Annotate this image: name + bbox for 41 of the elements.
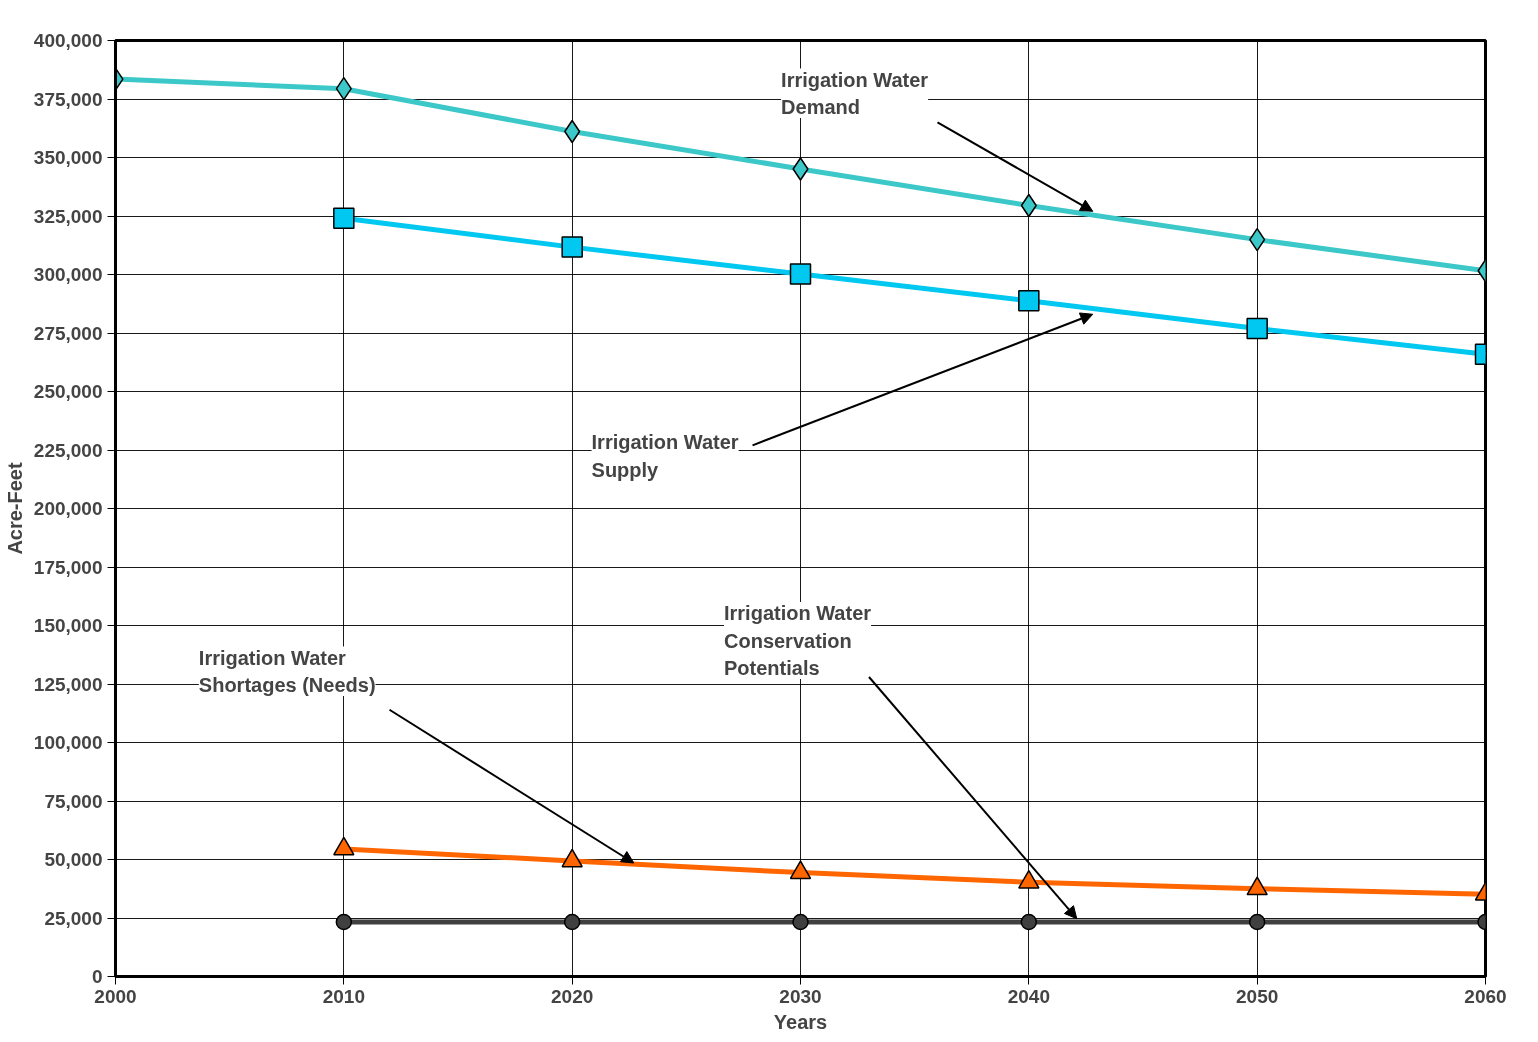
y-tick-label: 175,000 bbox=[33, 556, 103, 578]
x-axis-title: Years bbox=[773, 1010, 828, 1033]
point bbox=[563, 913, 581, 931]
point bbox=[333, 207, 355, 230]
point bbox=[561, 236, 583, 258]
y-tick-label: 0 bbox=[91, 966, 103, 987]
point bbox=[792, 913, 809, 931]
y-tick-label: 50,000 bbox=[44, 849, 103, 870]
y-tick-label: 325,000 bbox=[33, 205, 103, 227]
y-tick-label: 400,000 bbox=[33, 30, 103, 51]
point bbox=[1246, 317, 1268, 340]
y-tick-label: 225,000 bbox=[33, 439, 103, 461]
point bbox=[335, 913, 353, 931]
point bbox=[792, 157, 809, 181]
y-tick-label: 375,000 bbox=[33, 88, 103, 110]
y-tick-label: 275,000 bbox=[33, 322, 103, 344]
point bbox=[1248, 913, 1266, 931]
annotation: Irrigation Water Demand bbox=[781, 68, 929, 119]
point bbox=[1018, 289, 1040, 312]
x-tick-label: 2000 bbox=[94, 985, 137, 1007]
x-tick-label: 2020 bbox=[551, 985, 594, 1007]
y-tick-label: 100,000 bbox=[33, 732, 103, 753]
x-tick-label: 2010 bbox=[322, 985, 365, 1007]
y-tick-label: 250,000 bbox=[33, 381, 103, 402]
point bbox=[1020, 913, 1038, 931]
y-tick-label: 125,000 bbox=[33, 673, 103, 695]
annotation: Irrigation Water Shortages (Needs) bbox=[198, 646, 376, 697]
y-tick-label: 350,000 bbox=[33, 147, 103, 168]
point bbox=[789, 263, 812, 285]
y-tick-label: 200,000 bbox=[33, 498, 103, 519]
annotation: Irrigation Water Conservation Potentials bbox=[724, 602, 872, 680]
y-tick-label: 75,000 bbox=[44, 790, 103, 812]
y-tick-label: 150,000 bbox=[33, 615, 103, 636]
y-tick-label: 25,000 bbox=[44, 907, 103, 929]
x-tick-label: 2040 bbox=[1007, 985, 1050, 1007]
annotation: Irrigation Water Supply bbox=[591, 431, 739, 481]
x-tick-label: 2030 bbox=[779, 985, 822, 1007]
x-tick-label: 2050 bbox=[1236, 985, 1279, 1007]
y-tick-label: 300,000 bbox=[33, 264, 103, 285]
y-axis-title: Acre-Feet bbox=[3, 462, 26, 555]
x-tick-label: 2060 bbox=[1464, 985, 1507, 1007]
